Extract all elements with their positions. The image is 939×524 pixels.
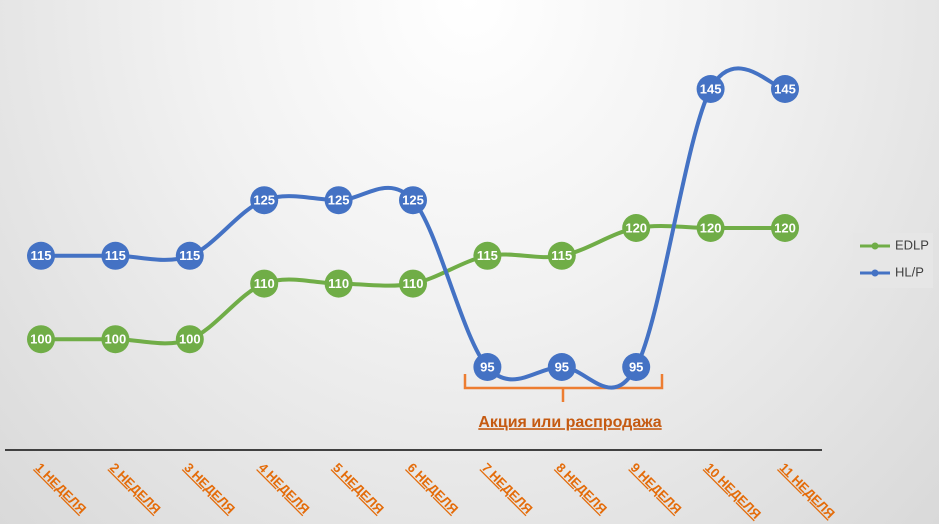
marker (175, 325, 204, 354)
x-tick-label: 7 НЕДЕЛЯ (479, 460, 536, 517)
data-label: 110 (328, 276, 349, 291)
data-label: 120 (774, 220, 796, 235)
x-tick-label: 10 НЕДЕЛЯ (702, 460, 764, 522)
x-tick-label: 6 НЕДЕЛЯ (404, 460, 461, 517)
marker (324, 269, 353, 298)
marker (399, 269, 427, 298)
data-label: 115 (105, 248, 126, 263)
data-label: 115 (179, 248, 200, 263)
marker (27, 325, 55, 354)
data-label: 120 (625, 220, 647, 235)
data-label: 100 (30, 332, 52, 347)
marker (101, 241, 130, 270)
marker (250, 186, 279, 215)
data-label: 100 (179, 332, 201, 347)
data-label: 115 (31, 248, 52, 263)
marker (27, 241, 55, 270)
marker (473, 353, 502, 381)
legend-box (853, 233, 933, 288)
x-tick-label: 4 НЕДЕЛЯ (256, 460, 313, 517)
marker (547, 353, 576, 381)
data-label: 95 (629, 359, 643, 374)
legend-label: EDLP (895, 237, 929, 252)
data-label: 110 (403, 276, 424, 291)
marker (696, 214, 725, 242)
marker (622, 353, 651, 381)
data-label: 145 (700, 81, 722, 96)
data-label: 145 (774, 81, 796, 96)
marker (622, 214, 651, 242)
series-line (41, 66, 786, 390)
data-label: 120 (700, 220, 722, 235)
x-tick-label: 5 НЕДЕЛЯ (330, 460, 387, 517)
data-label: 125 (402, 193, 424, 208)
marker (175, 241, 204, 270)
marker (250, 269, 279, 298)
x-tick-label: 3 НЕДЕЛЯ (181, 460, 238, 517)
data-label: 95 (555, 359, 569, 374)
data-label: 125 (253, 193, 275, 208)
annotation: Акция или распродажа (478, 414, 661, 431)
x-tick-label: 8 НЕДЕЛЯ (553, 460, 610, 517)
annotation-bracket (463, 374, 664, 402)
data-label: 115 (477, 248, 498, 263)
x-tick-label: 1 НЕДЕЛЯ (32, 460, 89, 517)
marker (771, 214, 799, 242)
data-label: 115 (551, 248, 572, 263)
data-label: 100 (105, 332, 127, 347)
marker (547, 241, 576, 270)
marker (771, 75, 799, 103)
marker (473, 241, 502, 270)
x-tick-label: 2 НЕДЕЛЯ (107, 460, 164, 517)
x-tick-label: 9 НЕДЕЛЯ (628, 460, 685, 517)
marker (696, 75, 725, 103)
legend-label: HL/P (895, 264, 924, 279)
x-tick-label: 11 НЕДЕЛЯ (776, 460, 837, 521)
legend-marker (871, 269, 879, 277)
data-label: 125 (328, 193, 350, 208)
marker (324, 186, 353, 215)
data-label: 110 (254, 276, 275, 291)
marker (101, 325, 130, 354)
marker (399, 186, 427, 215)
legend-marker (871, 242, 879, 250)
data-label: 95 (480, 359, 494, 374)
